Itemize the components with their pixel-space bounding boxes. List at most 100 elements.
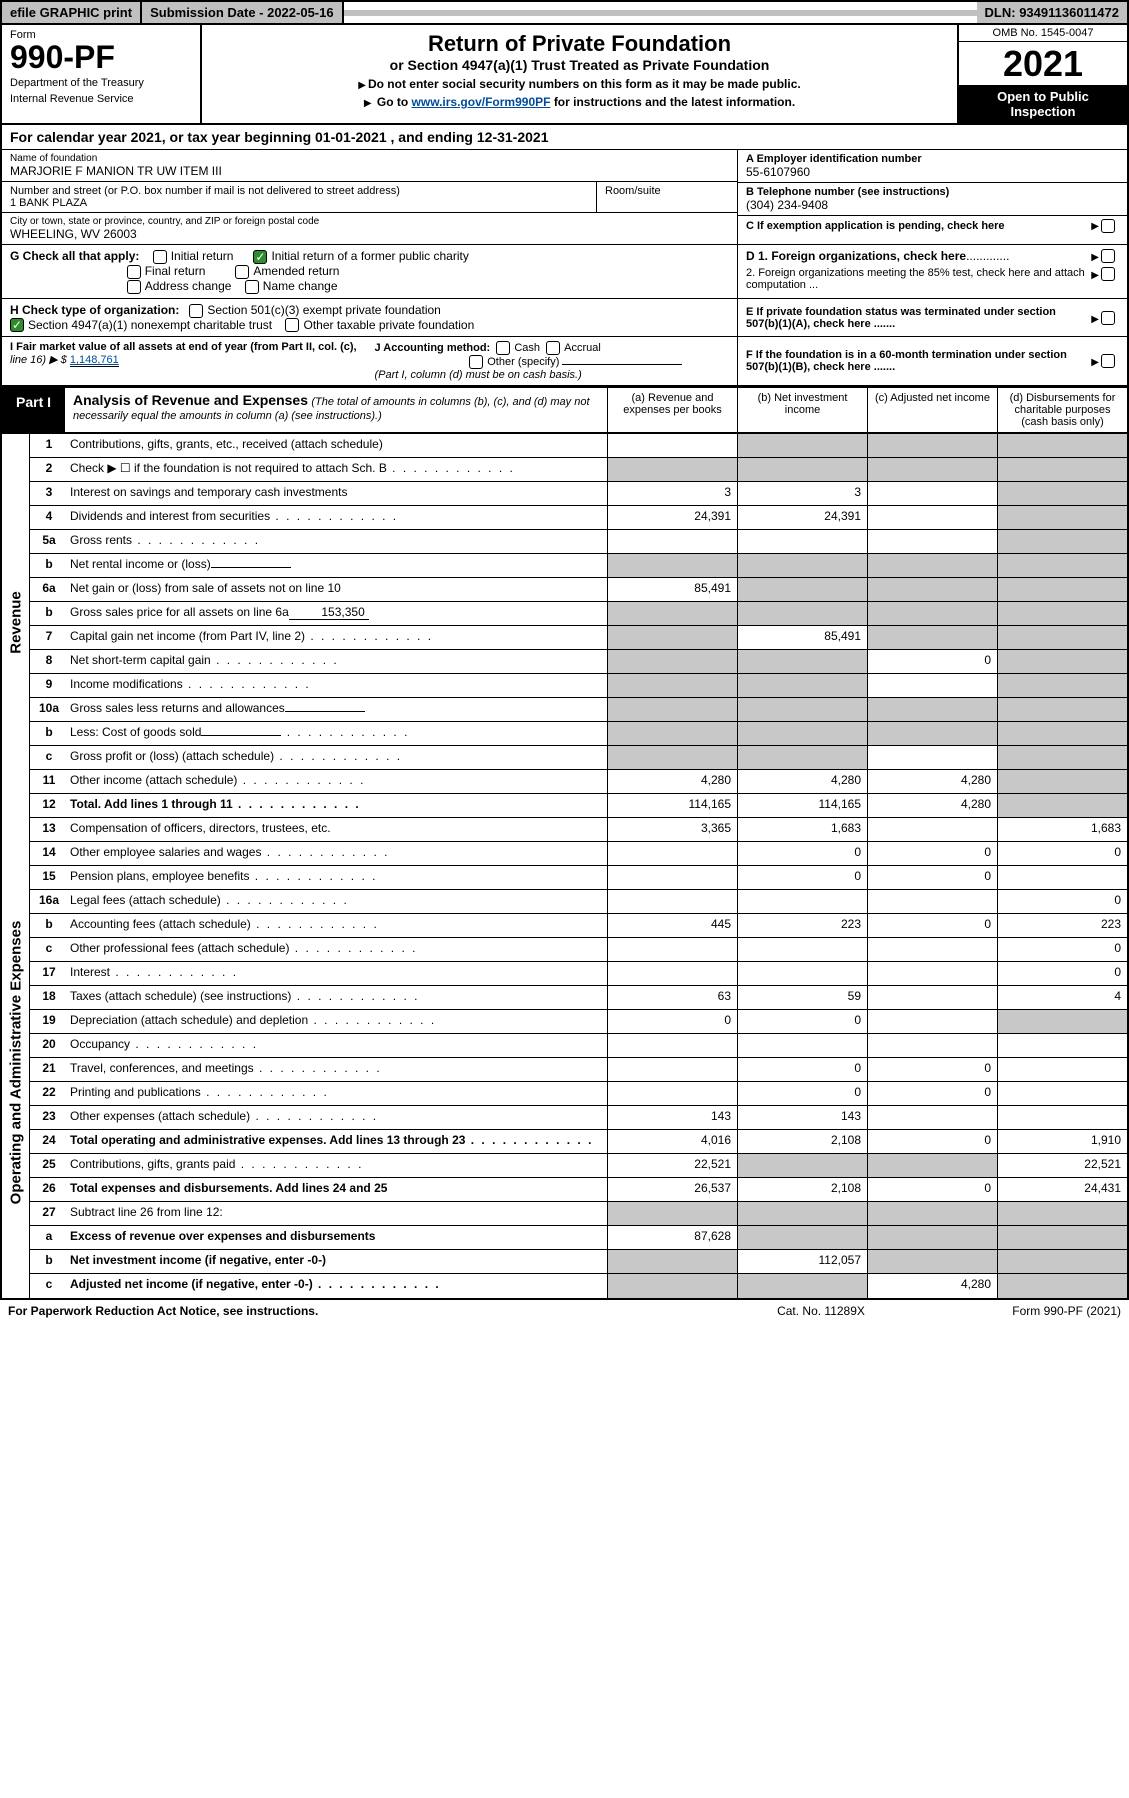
address-row: Number and street (or P.O. box number if… bbox=[2, 182, 737, 213]
table-row: 19Depreciation (attach schedule) and dep… bbox=[30, 1010, 1127, 1034]
g-block: G Check all that apply: Initial return I… bbox=[2, 245, 737, 297]
table-cell bbox=[867, 1034, 997, 1057]
table-cell: 4,280 bbox=[607, 770, 737, 793]
table-cell bbox=[607, 722, 737, 745]
fmv-value[interactable]: 1,148,761 bbox=[70, 354, 119, 367]
table-row: cAdjusted net income (if negative, enter… bbox=[30, 1274, 1127, 1298]
part1-header: Part I Analysis of Revenue and Expenses … bbox=[0, 387, 1129, 434]
ein-row: A Employer identification number 55-6107… bbox=[738, 150, 1127, 183]
exemption-row: C If exemption application is pending, c… bbox=[738, 216, 1127, 236]
table-cell bbox=[867, 1154, 997, 1177]
g-initial-checkbox[interactable] bbox=[153, 250, 167, 264]
line-description: Gross rents bbox=[68, 530, 607, 553]
open-inspection: Open to Public Inspection bbox=[959, 85, 1127, 123]
footer-left: For Paperwork Reduction Act Notice, see … bbox=[8, 1304, 721, 1318]
table-cell: 1,910 bbox=[997, 1130, 1127, 1153]
i-j-block: I Fair market value of all assets at end… bbox=[2, 337, 737, 385]
line-number: c bbox=[30, 1274, 68, 1298]
table-cell bbox=[997, 794, 1127, 817]
footer-right: Form 990-PF (2021) bbox=[921, 1304, 1121, 1318]
table-cell bbox=[867, 626, 997, 649]
submission-date: Submission Date - 2022-05-16 bbox=[142, 2, 344, 23]
table-cell bbox=[737, 1274, 867, 1298]
arrow-icon bbox=[1091, 249, 1101, 263]
table-cell bbox=[867, 482, 997, 505]
table-cell: 0 bbox=[867, 1130, 997, 1153]
table-row: 23Other expenses (attach schedule)143143 bbox=[30, 1106, 1127, 1130]
table-cell: 445 bbox=[607, 914, 737, 937]
e-checkbox[interactable] bbox=[1101, 311, 1115, 325]
g-amended-checkbox[interactable] bbox=[235, 265, 249, 279]
j-other-checkbox[interactable] bbox=[469, 355, 483, 369]
table-cell: 4,280 bbox=[867, 1274, 997, 1298]
irs-link[interactable]: www.irs.gov/Form990PF bbox=[412, 95, 551, 109]
g-name-checkbox[interactable] bbox=[245, 280, 259, 294]
g-initial-former: Initial return of a former public charit… bbox=[271, 249, 468, 263]
table-cell bbox=[997, 770, 1127, 793]
line-description: Gross sales price for all assets on line… bbox=[68, 602, 607, 625]
line-number: 21 bbox=[30, 1058, 68, 1081]
city-label: City or town, state or province, country… bbox=[10, 216, 729, 227]
c-label: C If exemption application is pending, c… bbox=[746, 220, 1005, 232]
table-cell bbox=[997, 722, 1127, 745]
table-cell: 0 bbox=[867, 1178, 997, 1201]
table-cell bbox=[607, 602, 737, 625]
line-number: 27 bbox=[30, 1202, 68, 1225]
line-description: Gross profit or (loss) (attach schedule) bbox=[68, 746, 607, 769]
line-number: 20 bbox=[30, 1034, 68, 1057]
table-cell: 223 bbox=[737, 914, 867, 937]
line-number: 26 bbox=[30, 1178, 68, 1201]
line-number: c bbox=[30, 746, 68, 769]
line-description: Contributions, gifts, grants paid bbox=[68, 1154, 607, 1177]
arrow-icon bbox=[1091, 311, 1101, 325]
d2-checkbox[interactable] bbox=[1101, 267, 1115, 281]
d1-checkbox[interactable] bbox=[1101, 249, 1115, 263]
table-cell bbox=[997, 1034, 1127, 1057]
c-checkbox[interactable] bbox=[1101, 219, 1115, 233]
table-cell: 0 bbox=[737, 1082, 867, 1105]
j-accrual-checkbox[interactable] bbox=[546, 341, 560, 355]
h-501-checkbox[interactable] bbox=[189, 304, 203, 318]
f-checkbox[interactable] bbox=[1101, 354, 1115, 368]
table-cell bbox=[607, 1082, 737, 1105]
table-cell bbox=[997, 698, 1127, 721]
g-final: Final return bbox=[145, 264, 206, 278]
table-cell: 24,391 bbox=[737, 506, 867, 529]
table-row: 24Total operating and administrative exp… bbox=[30, 1130, 1127, 1154]
table-cell bbox=[997, 1010, 1127, 1033]
line-number: 18 bbox=[30, 986, 68, 1009]
g-addr-checkbox[interactable] bbox=[127, 280, 141, 294]
line-number: 13 bbox=[30, 818, 68, 841]
h-4947: Section 4947(a)(1) nonexempt charitable … bbox=[28, 318, 272, 332]
j-cash-checkbox[interactable] bbox=[496, 341, 510, 355]
line-description: Legal fees (attach schedule) bbox=[68, 890, 607, 913]
city-val: WHEELING, WV 26003 bbox=[10, 227, 729, 241]
line-number: 15 bbox=[30, 866, 68, 889]
g-amended: Amended return bbox=[253, 264, 339, 278]
table-cell bbox=[867, 890, 997, 913]
rows-container: 1Contributions, gifts, grants, etc., rec… bbox=[30, 434, 1127, 1298]
table-cell bbox=[607, 746, 737, 769]
table-row: 4Dividends and interest from securities2… bbox=[30, 506, 1127, 530]
table-cell bbox=[867, 674, 997, 697]
line-number: 24 bbox=[30, 1130, 68, 1153]
table-row: 1Contributions, gifts, grants, etc., rec… bbox=[30, 434, 1127, 458]
table-cell bbox=[737, 890, 867, 913]
g-final-checkbox[interactable] bbox=[127, 265, 141, 279]
table-row: 25Contributions, gifts, grants paid22,52… bbox=[30, 1154, 1127, 1178]
table-cell: 114,165 bbox=[607, 794, 737, 817]
table-cell bbox=[867, 962, 997, 985]
g-initial-former-checkbox[interactable] bbox=[253, 250, 267, 264]
h-other-checkbox[interactable] bbox=[285, 318, 299, 332]
h-4947-checkbox[interactable] bbox=[10, 318, 24, 332]
table-cell bbox=[737, 1226, 867, 1249]
table-cell bbox=[607, 842, 737, 865]
part1-title: Analysis of Revenue and Expenses bbox=[73, 392, 308, 408]
table-row: cOther professional fees (attach schedul… bbox=[30, 938, 1127, 962]
table-cell: 0 bbox=[737, 1010, 867, 1033]
tax-year: 2021 bbox=[959, 42, 1127, 85]
table-cell: 4,016 bbox=[607, 1130, 737, 1153]
table-cell bbox=[867, 1106, 997, 1129]
table-cell bbox=[997, 434, 1127, 457]
instr2-pre: Go to bbox=[377, 95, 412, 109]
